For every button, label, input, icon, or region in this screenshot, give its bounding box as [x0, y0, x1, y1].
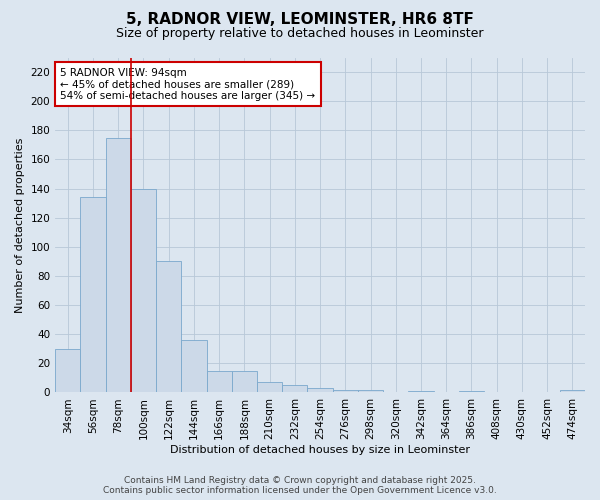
Text: Size of property relative to detached houses in Leominster: Size of property relative to detached ho… — [116, 28, 484, 40]
Bar — [332, 390, 358, 392]
Bar — [232, 370, 257, 392]
Bar — [156, 262, 181, 392]
Text: 5 RADNOR VIEW: 94sqm
← 45% of detached houses are smaller (289)
54% of semi-deta: 5 RADNOR VIEW: 94sqm ← 45% of detached h… — [61, 68, 316, 100]
Bar — [459, 391, 484, 392]
Bar — [282, 385, 307, 392]
Text: Contains HM Land Registry data © Crown copyright and database right 2025.
Contai: Contains HM Land Registry data © Crown c… — [103, 476, 497, 495]
Bar — [560, 390, 585, 392]
Text: 5, RADNOR VIEW, LEOMINSTER, HR6 8TF: 5, RADNOR VIEW, LEOMINSTER, HR6 8TF — [126, 12, 474, 28]
Bar — [55, 349, 80, 393]
Bar — [206, 370, 232, 392]
Bar — [307, 388, 332, 392]
Bar — [257, 382, 282, 392]
Bar — [409, 391, 434, 392]
Y-axis label: Number of detached properties: Number of detached properties — [15, 138, 25, 312]
Bar — [181, 340, 206, 392]
X-axis label: Distribution of detached houses by size in Leominster: Distribution of detached houses by size … — [170, 445, 470, 455]
Bar — [106, 138, 131, 392]
Bar — [80, 198, 106, 392]
Bar — [131, 188, 156, 392]
Bar — [358, 390, 383, 392]
